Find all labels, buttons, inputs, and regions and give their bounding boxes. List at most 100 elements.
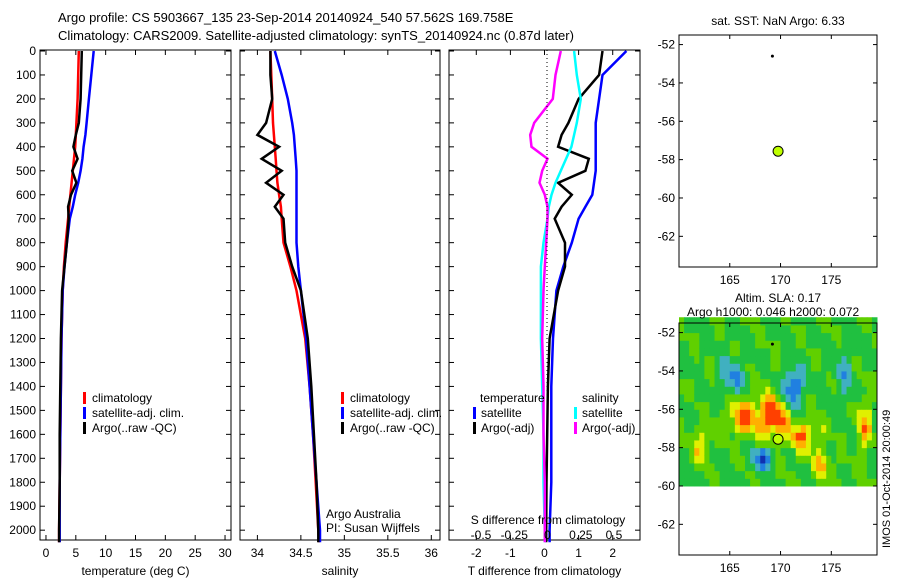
sla-cell (821, 478, 827, 487)
sla-cell (714, 455, 721, 464)
sla-cell (795, 409, 802, 418)
sla-cell (709, 340, 716, 349)
sla-cell (679, 347, 685, 357)
sla-cell (780, 447, 787, 456)
sla-cell (739, 324, 746, 334)
sla-cell (866, 370, 873, 380)
sla-cell (851, 409, 858, 418)
sla-cell (816, 324, 822, 334)
sla-cell (780, 393, 787, 403)
sla-cell (719, 432, 726, 441)
sla-cell (714, 470, 721, 479)
sla-cell (765, 462, 771, 472)
sla-cell (795, 386, 802, 395)
sla-cell (811, 409, 817, 418)
sla-cell (795, 378, 802, 387)
sla-cell (811, 332, 817, 341)
sla-cell (729, 393, 736, 403)
sla-cell (714, 432, 721, 441)
lat-tick-label: -52 (658, 38, 676, 52)
sla-cell (709, 455, 716, 464)
sla-cell (760, 370, 766, 380)
sla-cell (724, 363, 731, 372)
sla-cell (679, 363, 685, 372)
sla-cell (719, 370, 726, 380)
sla-cell (694, 332, 700, 341)
sla-cell (861, 355, 868, 364)
sla-cell (831, 409, 837, 418)
depth-tick-label: 1900 (9, 499, 36, 513)
sla-cell (739, 401, 746, 410)
sla-cell (871, 355, 878, 364)
sla-cell (861, 340, 868, 349)
sla-cell (689, 470, 695, 479)
sla-cell (800, 378, 807, 387)
sla-cell (719, 363, 726, 372)
sla-cell (704, 416, 710, 426)
sla-cell (861, 409, 868, 418)
sla-cell (770, 416, 776, 426)
sla-cell (694, 386, 700, 395)
sla-cell (684, 386, 690, 395)
depth-tick-label: 1100 (10, 308, 36, 322)
sla-cell (724, 378, 731, 387)
sla-cell (765, 355, 771, 364)
sla-cell (851, 347, 858, 357)
sla-cell (699, 363, 705, 372)
legend-swatch (83, 407, 86, 419)
sla-cell (765, 478, 771, 487)
sla-cell (694, 462, 700, 472)
sla-cell (790, 478, 797, 487)
sla-cell (679, 432, 685, 441)
sla-cell (841, 409, 848, 418)
sla-cell (780, 324, 787, 334)
sla-cell (679, 409, 685, 418)
sla-cell (684, 424, 690, 433)
sla-cell (714, 401, 721, 410)
sla-cell (800, 393, 807, 403)
sla-cell (795, 424, 802, 433)
sla-cell (800, 355, 807, 364)
sla-cell (811, 393, 817, 403)
sla-cell (816, 386, 822, 395)
series-line-argo-raw-qc- (255, 51, 320, 543)
sla-cell (866, 378, 873, 387)
sla-cell (734, 432, 741, 441)
sla-cell (816, 470, 822, 479)
sla-cell (755, 416, 761, 426)
sla-cell (826, 370, 832, 380)
sla-cell (679, 455, 685, 464)
sla-cell (811, 478, 817, 487)
sst-map-title: sat. SST: NaN Argo: 6.33 (711, 14, 845, 28)
sla-cell (816, 317, 822, 326)
sla-cell (841, 424, 848, 433)
legend-heading-salinity: salinity (582, 391, 619, 405)
sla-cell (709, 447, 716, 456)
sla-cell (775, 455, 782, 464)
sla-cell (709, 363, 716, 372)
sla-cell (856, 470, 863, 479)
sla-cell (826, 340, 832, 349)
sla-cell (770, 370, 776, 380)
sla-cell (765, 317, 771, 326)
sla-cell (765, 324, 771, 334)
s-axis-label: S difference from climatology (471, 513, 626, 527)
sla-cell (805, 386, 812, 395)
sla-cell (831, 324, 837, 334)
x-tick-label: -1 (505, 546, 516, 560)
sla-cell (745, 478, 751, 487)
sla-cell (719, 455, 726, 464)
sla-cell (734, 340, 741, 349)
sla-cell (851, 317, 858, 326)
sla-cell (871, 462, 878, 472)
sla-cell (831, 447, 837, 456)
sla-cell (811, 378, 817, 387)
sla-cell (795, 416, 802, 426)
sla-cell (750, 355, 756, 364)
sla-cell (785, 416, 792, 426)
sla-cell (841, 455, 848, 464)
sla-cell (831, 470, 837, 479)
sla-cell (745, 386, 751, 395)
sla-cell (699, 424, 705, 433)
sla-cell (739, 386, 746, 395)
